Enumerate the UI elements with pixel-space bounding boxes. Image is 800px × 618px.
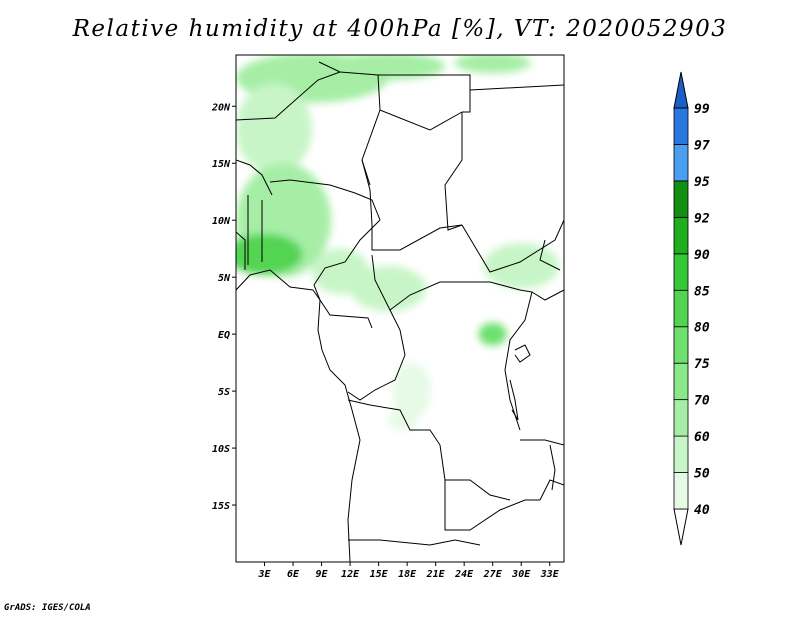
border-congo-drc bbox=[347, 309, 406, 401]
colorbar: 40 50 60 70 75 80 85 90 92 95 97 99 bbox=[673, 71, 710, 546]
border-tanzania bbox=[520, 439, 564, 446]
colorbar-label: 75 bbox=[694, 357, 710, 372]
colorbar-label: 80 bbox=[694, 321, 710, 336]
humidity-patch bbox=[478, 322, 507, 346]
border-mozambique bbox=[539, 479, 564, 501]
border-libya-chad bbox=[379, 109, 463, 131]
lon-tick-label: 18E bbox=[398, 569, 417, 580]
border-burkina-south bbox=[236, 159, 273, 196]
colorbar-bin bbox=[673, 362, 689, 401]
border-mali-niger bbox=[236, 71, 341, 121]
lake-tanganyika bbox=[509, 379, 519, 421]
lat-tick-label: 15N bbox=[212, 159, 231, 170]
lon-tick-label: 15E bbox=[370, 569, 389, 580]
colorbar-bin bbox=[673, 216, 689, 255]
border-chad-sudan bbox=[444, 112, 463, 231]
border-egypt-sudan bbox=[469, 84, 564, 91]
border-car-north bbox=[371, 224, 463, 251]
colorbar-bin bbox=[673, 289, 689, 328]
humidity-patch bbox=[350, 265, 427, 312]
humidity-patch bbox=[454, 55, 531, 74]
colorbar-top-arrow bbox=[673, 71, 689, 109]
humidity-patch bbox=[388, 408, 417, 431]
coast-west-africa bbox=[236, 269, 314, 291]
border-angola-namibia bbox=[348, 539, 481, 546]
border-niger-chad bbox=[361, 159, 373, 226]
border-cameroon-gabon bbox=[313, 284, 373, 329]
grads-credit: GrADS: IGES/COLA bbox=[4, 603, 91, 613]
lat-tick-label: 10N bbox=[212, 216, 231, 227]
lon-tick-label: 3E bbox=[257, 569, 271, 580]
border-nigeria-cameroon bbox=[313, 219, 381, 286]
colorbar-label: 99 bbox=[694, 102, 710, 117]
lake-victoria bbox=[514, 344, 531, 363]
colorbar-label: 60 bbox=[694, 430, 710, 445]
colorbar-bin bbox=[673, 180, 689, 218]
lon-tick-label: 9E bbox=[316, 569, 329, 580]
humidity-patch bbox=[483, 242, 560, 289]
humidity-patch bbox=[236, 83, 313, 175]
border-zambia bbox=[444, 480, 540, 531]
humidity-patch bbox=[236, 233, 303, 275]
lake-malawi bbox=[549, 444, 556, 491]
lat-tick-label: EQ bbox=[218, 330, 230, 341]
humidity-shading bbox=[236, 55, 560, 431]
lat-tick-label: 5N bbox=[218, 273, 231, 284]
border-ethiopia bbox=[539, 239, 561, 271]
border-civ-ghana bbox=[236, 231, 246, 270]
lon-tick-label: 21E bbox=[426, 569, 446, 580]
map-title: Relative humidity at 400hPa [%], VT: 202… bbox=[72, 16, 728, 42]
colorbar-bin bbox=[673, 107, 689, 145]
colorbar-label: 95 bbox=[694, 175, 710, 190]
country-borders bbox=[236, 61, 564, 562]
lon-tick-label: 6E bbox=[287, 569, 300, 580]
lon-tick-label: 27E bbox=[483, 569, 503, 580]
colorbar-label: 92 bbox=[694, 211, 710, 226]
lat-tick-label: 15S bbox=[212, 501, 230, 512]
border-egypt-libya-east bbox=[462, 75, 471, 113]
colorbar-bottom-arrow bbox=[673, 508, 689, 546]
colorbar-label: 70 bbox=[694, 394, 710, 409]
longitude-axis: 3E 6E 9E 12E 15E 18E 21E 24E 27E 30E 33E bbox=[257, 562, 560, 580]
lat-tick-label: 5S bbox=[218, 387, 230, 398]
colorbar-label: 40 bbox=[694, 503, 710, 518]
border-drc-east bbox=[504, 291, 533, 431]
coast-central bbox=[312, 289, 361, 562]
humidity-patch bbox=[331, 55, 446, 81]
lon-tick-label: 12E bbox=[341, 569, 360, 580]
colorbar-bin bbox=[673, 144, 689, 182]
lat-tick-label: 20N bbox=[211, 102, 231, 113]
colorbar-bin bbox=[673, 399, 689, 437]
colorbar-label: 97 bbox=[694, 138, 710, 153]
colorbar-label: 50 bbox=[694, 467, 710, 482]
colorbar-bin bbox=[673, 472, 689, 510]
colorbar-bin bbox=[673, 326, 689, 364]
colorbar-bin bbox=[673, 253, 689, 291]
lon-tick-label: 24E bbox=[454, 569, 474, 580]
lat-tick-label: 10S bbox=[212, 444, 230, 455]
border-niger-nigeria bbox=[269, 179, 381, 221]
humidity-patch bbox=[392, 362, 431, 420]
border-drc-angola bbox=[347, 399, 511, 501]
lon-tick-label: 33E bbox=[540, 569, 560, 580]
colorbar-bin bbox=[673, 435, 689, 473]
colorbar-label: 85 bbox=[694, 284, 710, 299]
map-frame bbox=[235, 54, 565, 563]
colorbar-label: 90 bbox=[694, 248, 710, 263]
border-kenya-uganda bbox=[531, 289, 564, 301]
border-libya-egypt bbox=[378, 74, 471, 110]
border-car-south bbox=[371, 254, 533, 311]
latitude-axis: 20N 15N 10N 5N EQ 5S 10S 15S bbox=[211, 102, 236, 512]
lon-tick-label: 30E bbox=[511, 569, 531, 580]
border-sudan-southsudan bbox=[461, 219, 564, 273]
